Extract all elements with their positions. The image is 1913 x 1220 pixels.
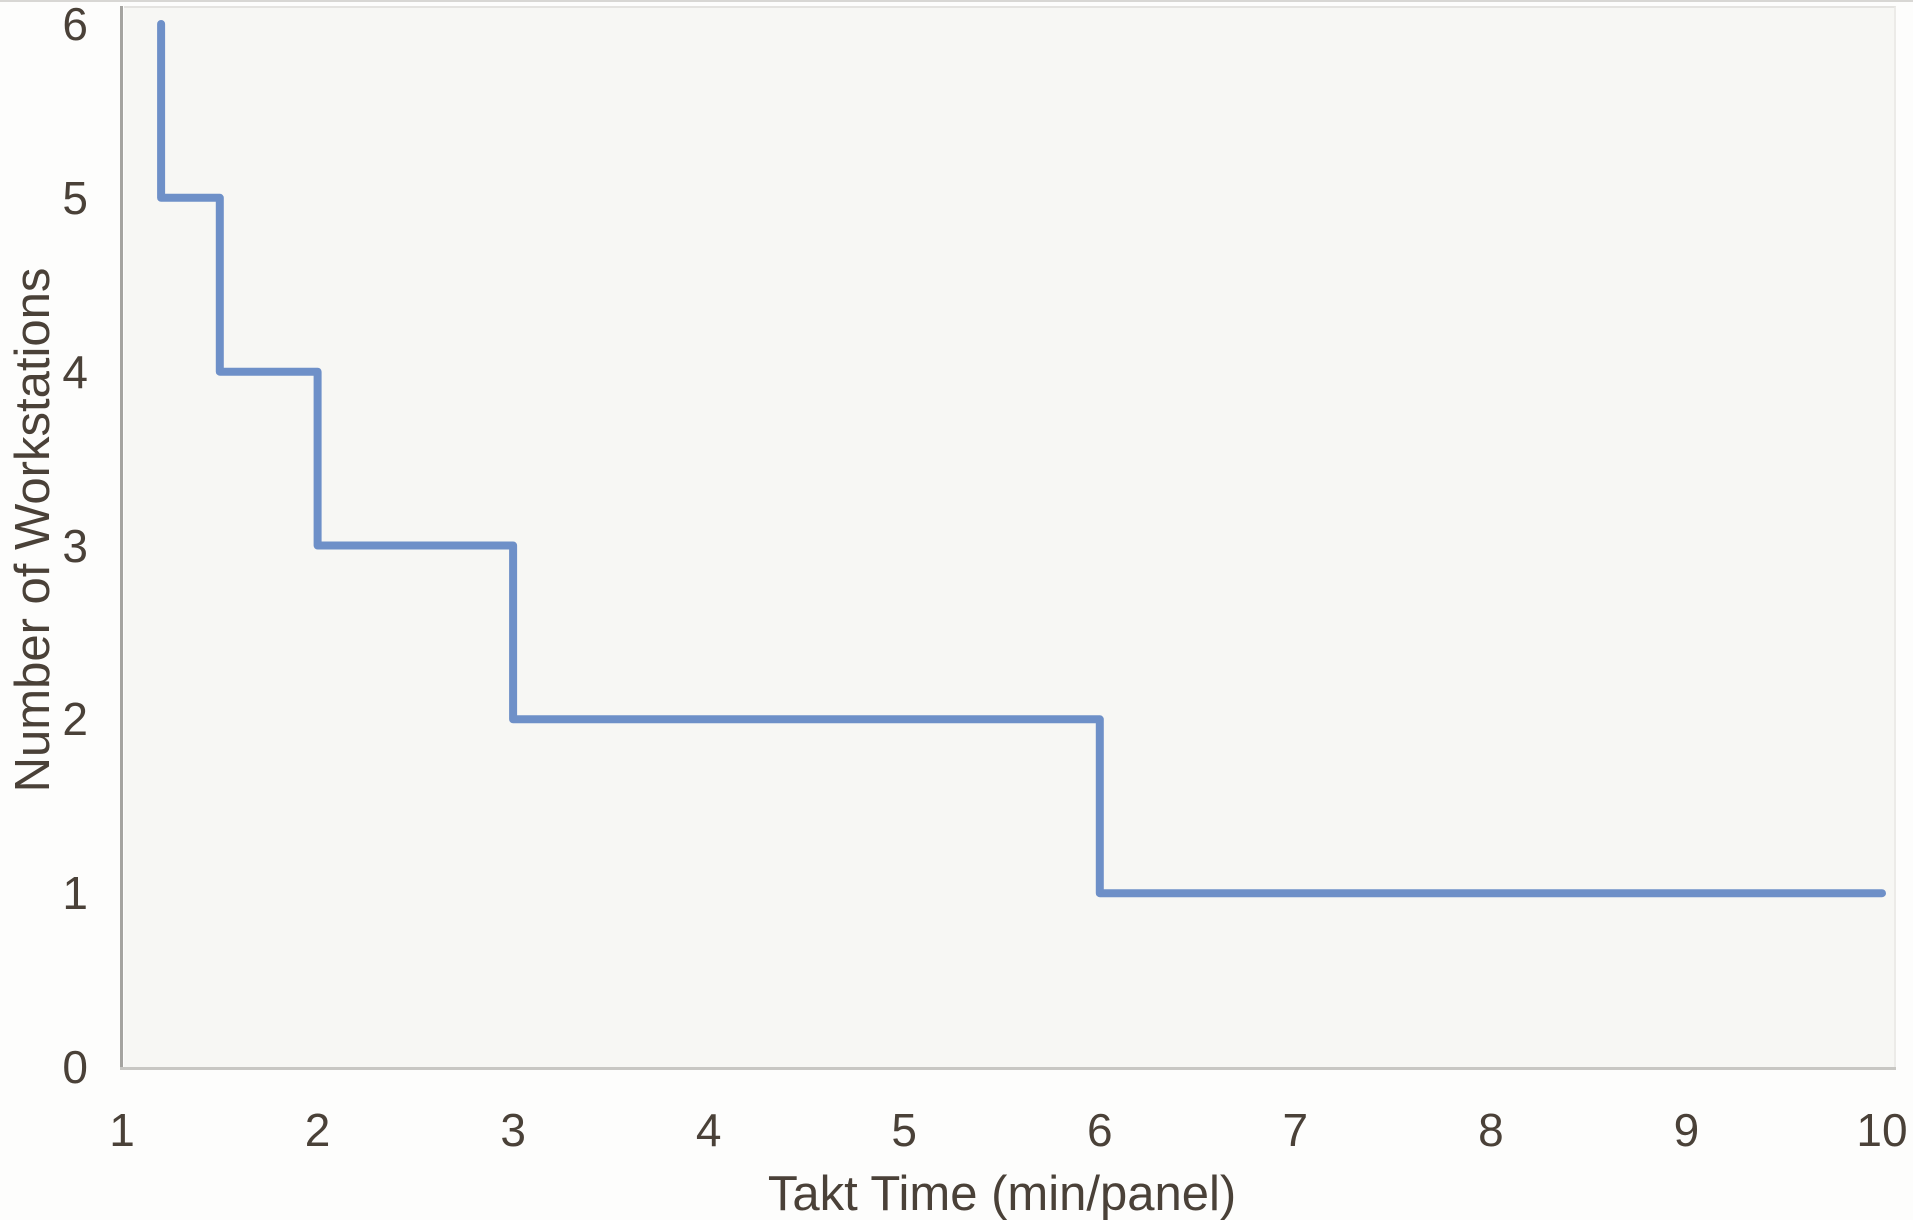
y-tick-label: 0 (62, 1041, 88, 1093)
y-tick-label: 3 (62, 519, 88, 572)
x-tick-label: 6 (1086, 1104, 1113, 1156)
x-tick-label: 9 (1673, 1104, 1700, 1156)
x-tick-label: 7 (1282, 1104, 1309, 1156)
y-tick-label: 5 (62, 171, 88, 224)
x-tick-label: 1 (109, 1104, 135, 1156)
x-tick-label: 2 (304, 1104, 331, 1156)
y-axis-line (120, 6, 123, 1070)
x-tick-label: 8 (1478, 1104, 1504, 1156)
y-tick-label: 1 (62, 867, 88, 920)
x-axis-title: Takt Time (min/panel) (767, 1167, 1237, 1220)
x-tick-label: 5 (891, 1104, 918, 1156)
x-tick-label: 4 (695, 1104, 722, 1156)
y-tick-label: 4 (62, 345, 88, 398)
x-tick-label: 10 (1856, 1104, 1908, 1156)
y-tick-label: 2 (62, 693, 88, 746)
x-tick-label: 3 (500, 1104, 526, 1156)
x-axis-line (120, 1067, 1896, 1070)
y-axis-title: Number of Workstations (6, 267, 60, 793)
y-tick-label: 6 (62, 0, 88, 50)
series-polyline (157, 20, 1886, 898)
